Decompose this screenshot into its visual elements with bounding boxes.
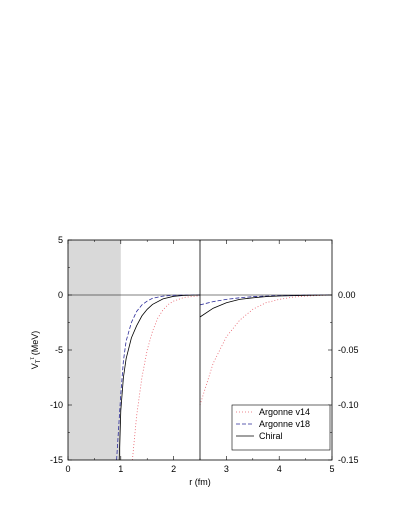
x-tick-label: 1 [118, 464, 123, 474]
y-axis-label-main: V [30, 363, 40, 369]
series-line-0 [132, 295, 201, 461]
x-tick-label: 4 [277, 464, 282, 474]
legend-label-1: Argonne v18 [259, 419, 310, 429]
inset-y-tick-label: -0.15 [338, 455, 359, 465]
inset-series-group [199, 294, 333, 406]
series-line-2 [118, 294, 201, 461]
shaded-region [68, 240, 121, 460]
inset-y-tick-label: 0.00 [338, 290, 356, 300]
x-axis-label: r (fm) [189, 477, 211, 487]
inset-series-line-0 [199, 294, 333, 406]
y-axis-label-sup: τ [30, 357, 36, 360]
y-tick-label: -5 [55, 345, 63, 355]
y-tick-label: 0 [58, 290, 63, 300]
inset-y-tick-label: -0.10 [338, 400, 359, 410]
tick-group: 0 1 2 3 4 5 5 0 -5 -10 -15 0.00 -0.05 -0.10 -0.15 [50, 235, 359, 474]
legend: Argonne v14 Argonne v18 Chiral [231, 404, 331, 451]
series-line-1 [116, 294, 201, 461]
x-tick-label: 0 [65, 464, 70, 474]
legend-label-2: Chiral [259, 431, 283, 441]
y-axis-label-sub: T [36, 359, 42, 363]
x-tick-label: 2 [171, 464, 176, 474]
legend-box [231, 404, 331, 451]
y-tick-label: -15 [50, 455, 63, 465]
x-tick-label: 3 [224, 464, 229, 474]
y-tick-label: -10 [50, 400, 63, 410]
y-tick-label: 5 [58, 235, 63, 245]
legend-label-0: Argonne v14 [259, 407, 310, 417]
inset-series-line-2 [199, 294, 333, 318]
inset-y-tick-label: -0.05 [338, 345, 359, 355]
main-series-group [116, 294, 201, 461]
x-tick-label: 5 [329, 464, 334, 474]
y-axis-label: VTτ(MeV) [30, 331, 42, 370]
y-axis-label-unit: (MeV) [30, 331, 40, 356]
